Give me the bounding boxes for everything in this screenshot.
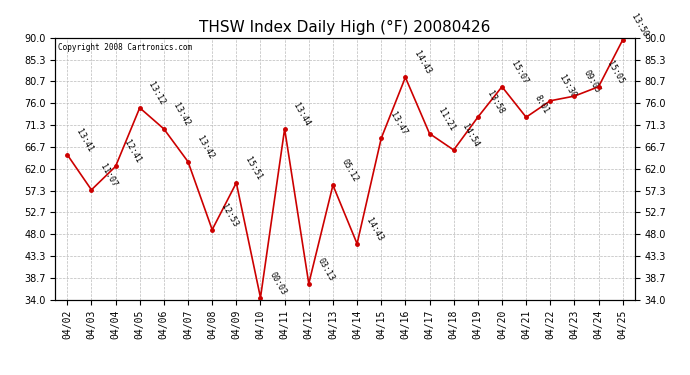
Text: 09:05: 09:05 <box>582 69 602 95</box>
Text: 03:13: 03:13 <box>316 256 336 282</box>
Text: 12:53: 12:53 <box>219 202 239 228</box>
Text: 13:44: 13:44 <box>292 101 312 128</box>
Text: 15:07: 15:07 <box>509 59 529 86</box>
Text: 14:43: 14:43 <box>413 50 433 76</box>
Text: 15:51: 15:51 <box>244 155 264 182</box>
Text: 13:12: 13:12 <box>147 80 167 106</box>
Text: Copyright 2008 Cartronics.com: Copyright 2008 Cartronics.com <box>58 43 193 52</box>
Text: 11:21: 11:21 <box>437 106 457 132</box>
Text: 8:01: 8:01 <box>533 94 551 116</box>
Text: 11:07: 11:07 <box>99 162 119 189</box>
Text: 15:05: 15:05 <box>606 59 626 86</box>
Text: 13:50: 13:50 <box>630 12 650 39</box>
Title: THSW Index Daily High (°F) 20080426: THSW Index Daily High (°F) 20080426 <box>199 20 491 35</box>
Text: 14:54: 14:54 <box>461 123 481 148</box>
Text: 13:41: 13:41 <box>75 127 95 153</box>
Text: 05:12: 05:12 <box>340 158 360 184</box>
Text: 13:47: 13:47 <box>388 111 408 137</box>
Text: 12:41: 12:41 <box>123 139 143 165</box>
Text: 13:42: 13:42 <box>195 134 215 160</box>
Text: 13:58: 13:58 <box>485 90 505 116</box>
Text: 13:42: 13:42 <box>171 101 191 128</box>
Text: 15:30: 15:30 <box>558 73 578 99</box>
Text: 00:03: 00:03 <box>268 270 288 296</box>
Text: 14:43: 14:43 <box>364 216 384 242</box>
